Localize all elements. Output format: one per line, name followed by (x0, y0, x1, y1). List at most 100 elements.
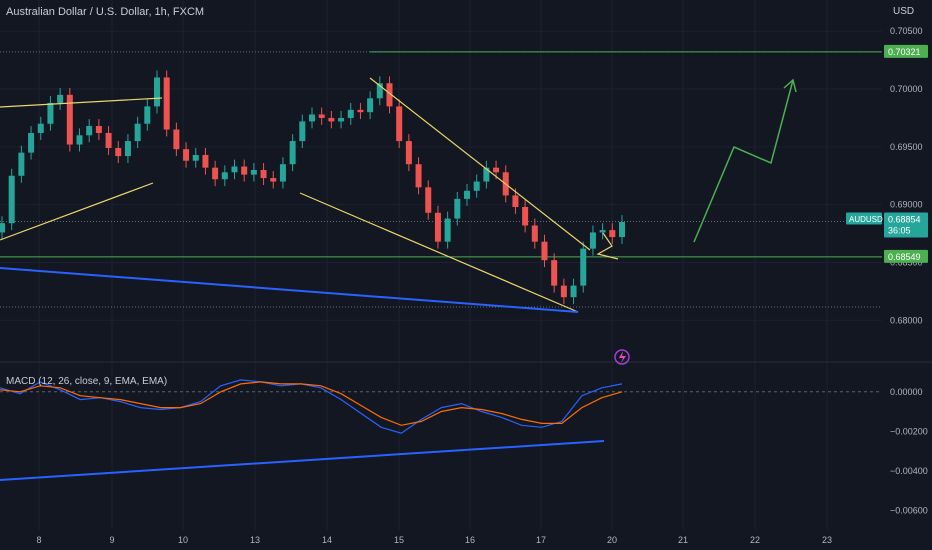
candle-body (86, 126, 93, 136)
x-tick-label: 17 (536, 535, 546, 545)
price-levels (0, 51, 882, 308)
macd-tick-label: −0.00400 (890, 466, 928, 476)
projection-path (693, 79, 794, 243)
candle-body (8, 175, 15, 224)
x-tick-label: 21 (678, 535, 688, 545)
macd-line (0, 379, 623, 434)
candle-body (154, 77, 160, 107)
lightning-bolt (619, 351, 626, 363)
candle-body (134, 123, 141, 142)
x-tick-label: 13 (250, 535, 260, 545)
candle-body (37, 123, 44, 133)
x-tick-label: 22 (750, 535, 760, 545)
candle-body (570, 285, 577, 298)
symbol-title: Australian Dollar / U.S. Dollar, 1h, FXC… (6, 6, 205, 18)
countdown-value: 36:05 (888, 226, 911, 236)
candle-body (609, 230, 616, 238)
candle-body (338, 117, 345, 122)
candle-body (18, 152, 25, 176)
channel-upper-line (0, 97, 163, 108)
candle-body (95, 126, 102, 133)
axes: 0.705000.700000.695000.690000.685000.680… (36, 26, 927, 545)
macd-trendline (0, 440, 605, 481)
x-tick-label: 10 (178, 535, 188, 545)
candle-body (367, 98, 374, 113)
candle-body (551, 260, 558, 286)
channel-lower-line (0, 182, 154, 241)
candle-body (192, 154, 199, 161)
candle-body (309, 114, 315, 122)
candle-body (47, 102, 54, 124)
candle-body (580, 248, 587, 286)
candle-body (115, 148, 122, 157)
candle-body (260, 169, 267, 179)
y-tick-label: 0.69000 (890, 200, 923, 210)
candle-body (512, 195, 519, 207)
candle-body (173, 129, 180, 150)
candle-body (619, 222, 625, 238)
macd-pane (0, 379, 623, 481)
candle-body (28, 132, 35, 153)
level-badge (884, 249, 928, 263)
candle-body (386, 83, 393, 107)
level-badge-label: 0.68549 (888, 252, 921, 262)
x-tick-label: 16 (465, 535, 475, 545)
candle-body (163, 77, 170, 130)
candle-body (473, 181, 480, 191)
last-price-value: 0.68854 (888, 215, 921, 225)
candles (0, 70, 625, 305)
candle-body (202, 154, 209, 168)
macd-title: MACD (12, 26, close, 9, EMA, EMA) (6, 376, 168, 387)
candle-body (541, 241, 548, 261)
candle-body (531, 225, 538, 242)
candle-body (493, 167, 500, 173)
candle-body (454, 198, 461, 219)
macd-tick-label: 0.00000 (890, 387, 923, 397)
candle-body (347, 109, 354, 118)
candle-body (279, 164, 286, 182)
candle-body (231, 166, 238, 173)
symbol-badge (846, 212, 882, 225)
x-tick-label: 20 (607, 535, 617, 545)
candle-body (57, 94, 64, 103)
candle-body (415, 164, 422, 188)
macd-tick-label: −0.00600 (890, 505, 928, 515)
candle-body (66, 94, 73, 145)
currency-label: USD (893, 6, 915, 17)
candle-body (357, 109, 364, 113)
y-tick-label: 0.69500 (890, 142, 923, 152)
macd-tick-label: −0.00200 (890, 426, 928, 436)
candle-body (124, 141, 131, 157)
symbol-badge-label: AUDUSD (849, 215, 883, 224)
y-tick-label: 0.68000 (890, 315, 923, 325)
candle-body (522, 206, 529, 226)
x-tick-label: 15 (394, 535, 404, 545)
candle-body (144, 106, 151, 124)
candle-body (105, 132, 112, 149)
candle-body (376, 83, 383, 99)
candle-body (405, 141, 412, 165)
candle-body (599, 230, 606, 233)
signal-line (0, 381, 623, 426)
last-price-badge (884, 212, 928, 238)
candle-body (0, 223, 5, 233)
candle-body (328, 117, 335, 122)
projection-arrowhead (783, 78, 797, 93)
candle-body (183, 149, 190, 161)
candle-body (299, 121, 306, 142)
candle-body (483, 167, 490, 182)
candle-body (318, 114, 325, 118)
candle-body (425, 187, 432, 213)
x-tick-label: 9 (109, 535, 114, 545)
lightning-icon (614, 349, 630, 365)
candle-body (289, 141, 296, 165)
candle-body (589, 232, 596, 249)
candle-body (250, 169, 257, 175)
level-badge-label: 0.70321 (888, 47, 921, 57)
candle-body (464, 190, 470, 199)
candle-body (212, 167, 219, 180)
flag-pattern (596, 232, 619, 260)
